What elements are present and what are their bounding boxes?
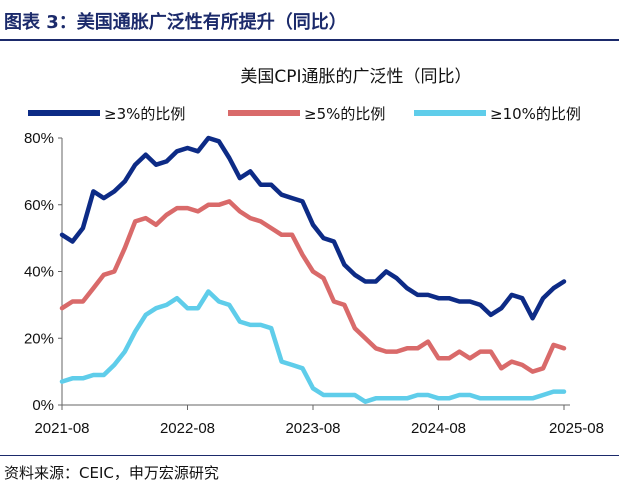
x-tick-label: 2021-08 [34, 420, 89, 437]
line-chart: 美国CPI通胀的广泛性（同比） ≥3%的比例 ≥5%的比例 ≥10%的比例 0%… [24, 67, 604, 437]
series-line-2 [59, 199, 567, 374]
y-tick-label: 0% [32, 397, 54, 414]
title-rule [0, 39, 619, 41]
x-tick-label: 2022-08 [160, 420, 215, 437]
y-tick-label: 20% [24, 330, 54, 347]
x-tick-label: 2025-08 [549, 420, 604, 437]
y-tick-label: 60% [24, 197, 54, 214]
figure-title: 图表 3：美国通胀广泛性有所提升（同比） [4, 12, 347, 33]
x-tick-label: 2024-08 [411, 420, 466, 437]
legend-label-series-1: ≥3%的比例 [104, 105, 185, 123]
x-ticks: 2021-08 2022-08 2023-08 2024-08 2025-08 [34, 405, 604, 437]
x-tick-label: 2023-08 [285, 420, 340, 437]
y-tick-label: 80% [24, 130, 54, 147]
source-note: 资料来源：CEIC，申万宏源研究 [4, 464, 219, 482]
legend-label-series-2: ≥5%的比例 [304, 105, 385, 123]
series-lines [59, 135, 567, 404]
series-line-3 [59, 289, 567, 404]
y-ticks: 0% 20% 40% 60% 80% [24, 130, 62, 414]
chart-title: 美国CPI通胀的广泛性（同比） [240, 67, 471, 87]
source-rule [0, 455, 619, 456]
legend-label-series-3: ≥10%的比例 [490, 105, 581, 123]
y-tick-label: 40% [24, 264, 54, 281]
series-line-1 [59, 135, 567, 321]
legend: ≥3%的比例 ≥5%的比例 ≥10%的比例 [28, 105, 581, 123]
